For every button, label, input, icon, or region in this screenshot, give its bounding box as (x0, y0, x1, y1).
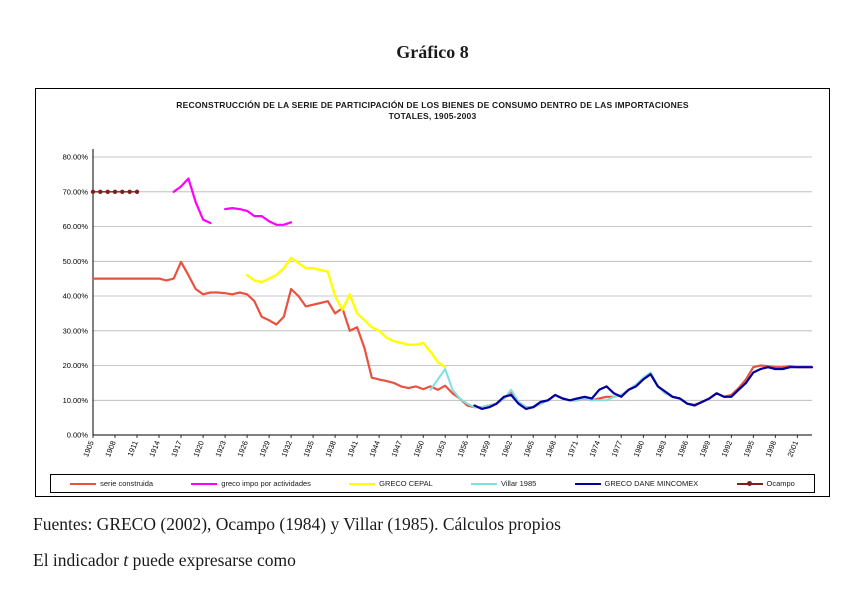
legend-label: Villar 1985 (500, 479, 537, 488)
svg-text:1941: 1941 (345, 439, 360, 458)
chart-frame: RECONSTRUCCIÓN DE LA SERIE DE PARTICIPAC… (35, 88, 830, 497)
svg-text:1947: 1947 (389, 439, 404, 458)
svg-text:1977: 1977 (609, 439, 624, 458)
body-text-prefix: El indicador (33, 550, 124, 570)
legend-item-1: greco impo por actividades (191, 479, 311, 488)
legend-label: greco impo por actividades (221, 479, 311, 488)
svg-text:1989: 1989 (698, 439, 713, 458)
svg-text:2001: 2001 (786, 439, 801, 458)
figure-heading: Gráfico 8 (396, 42, 469, 62)
legend-label: Ocampo (766, 479, 795, 488)
svg-text:70.00%: 70.00% (63, 187, 89, 196)
legend-swatch-icon (191, 480, 218, 487)
svg-text:1992: 1992 (720, 439, 735, 458)
chart-title-line1: RECONSTRUCCIÓN DE LA SERIE DE PARTICIPAC… (176, 100, 689, 110)
svg-text:1956: 1956 (455, 439, 470, 458)
svg-text:1962: 1962 (499, 439, 514, 458)
legend-swatch-icon (70, 480, 97, 487)
svg-text:20.00%: 20.00% (63, 361, 89, 370)
svg-text:1920: 1920 (191, 439, 206, 458)
svg-text:1968: 1968 (543, 439, 558, 458)
svg-text:1932: 1932 (279, 439, 294, 458)
svg-text:1995: 1995 (742, 439, 757, 458)
legend-label: GRECO DANE MINCOMEX (604, 479, 699, 488)
chart-title-line2: TOTALES, 1905-2003 (388, 111, 477, 121)
svg-text:0.00%: 0.00% (67, 431, 89, 440)
legend-item-0: serie construida (70, 479, 153, 488)
svg-text:10.00%: 10.00% (63, 396, 89, 405)
svg-text:1911: 1911 (125, 439, 139, 457)
line-chart-plot: 0.00% 10.00% 20.00% 30.00% 40.00% 50.00% 60.00… (63, 149, 814, 458)
svg-text:1923: 1923 (213, 439, 228, 458)
svg-text:1944: 1944 (367, 439, 382, 458)
legend-item-3: Villar 1985 (470, 479, 537, 488)
body-text: El indicador t puede expresarse como (33, 550, 296, 571)
svg-text:1965: 1965 (521, 439, 536, 458)
legend-swatch-icon (574, 480, 601, 487)
legend-swatch-icon (349, 480, 376, 487)
svg-text:1935: 1935 (301, 439, 316, 458)
chart-title: RECONSTRUCCIÓN DE LA SERIE DE PARTICIPAC… (36, 100, 829, 122)
svg-text:80.00%: 80.00% (63, 153, 89, 162)
legend-label: serie construida (100, 479, 154, 488)
svg-text:1980: 1980 (632, 439, 647, 458)
chart-legend: serie construida greco impo por actividad… (50, 474, 815, 493)
svg-text:1959: 1959 (477, 439, 492, 458)
svg-text:1938: 1938 (323, 439, 338, 458)
svg-text:1905: 1905 (81, 439, 96, 458)
svg-text:1926: 1926 (235, 439, 250, 458)
svg-text:40.00%: 40.00% (63, 292, 89, 301)
svg-text:1953: 1953 (433, 439, 448, 458)
svg-text:1983: 1983 (654, 439, 669, 458)
body-text-variable: t (123, 550, 129, 570)
svg-text:1914: 1914 (147, 439, 162, 458)
svg-text:60.00%: 60.00% (63, 222, 89, 231)
legend-label: GRECO CEPAL (379, 479, 433, 488)
svg-text:1998: 1998 (764, 439, 779, 458)
svg-text:1971: 1971 (565, 439, 580, 458)
svg-text:30.00%: 30.00% (63, 326, 89, 335)
svg-text:50.00%: 50.00% (63, 257, 89, 266)
svg-text:1908: 1908 (103, 439, 118, 458)
sources-text: Fuentes: GRECO (2002), Ocampo (1984) y V… (33, 514, 561, 534)
legend-item-2: GRECO CEPAL (349, 479, 433, 488)
legend-item-4: GRECO DANE MINCOMEX (574, 479, 699, 488)
legend-item-5: Ocampo (736, 479, 795, 488)
svg-text:1917: 1917 (169, 439, 184, 458)
legend-swatch-icon (736, 480, 763, 487)
legend-swatch-icon (470, 480, 497, 487)
svg-text:1929: 1929 (257, 439, 272, 458)
svg-text:1974: 1974 (587, 439, 602, 458)
body-text-suffix: puede expresarse como (128, 550, 296, 570)
svg-text:1950: 1950 (411, 439, 426, 458)
svg-text:1986: 1986 (676, 439, 691, 458)
